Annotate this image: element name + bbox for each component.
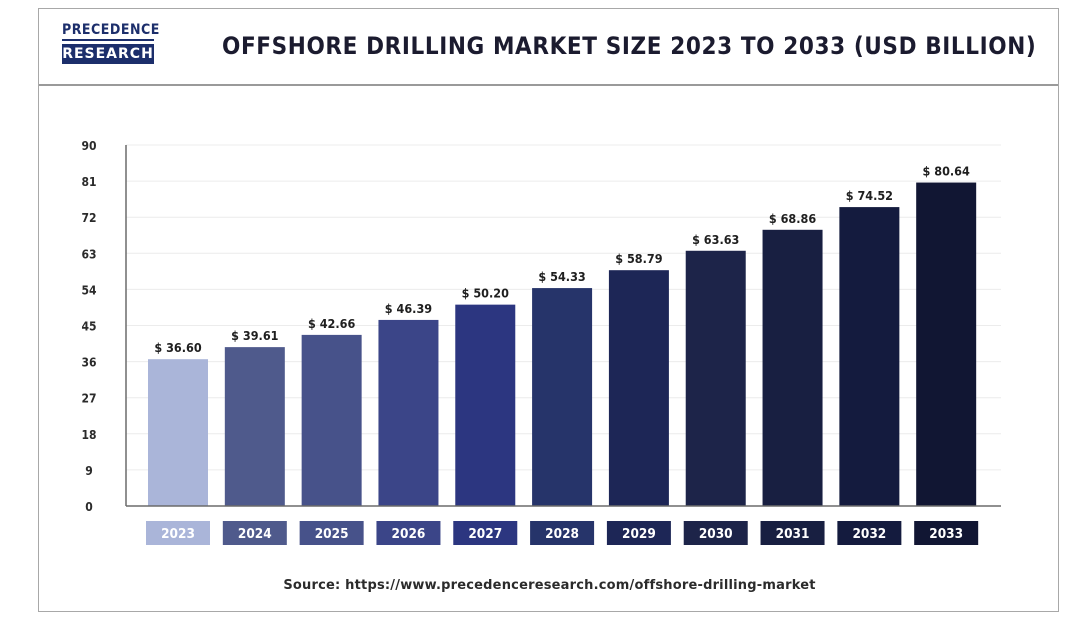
logo-line-1: PRECEDENCE [62,21,159,41]
category-label: 2027 [468,526,502,542]
bar-value-label: $ 46.39 [385,301,432,316]
category-label-box [376,521,441,545]
category-label: 2033 [929,526,963,542]
y-tick-label: 27 [81,392,96,406]
bar [916,182,977,506]
bar-value-label: $ 50.20 [462,286,509,301]
category-label: 2023 [161,526,195,542]
category-label-box [530,521,595,545]
bar-value-label: $ 80.64 [923,164,970,179]
bar [762,229,823,506]
y-tick-label: 81 [81,175,96,189]
category-label: 2025 [315,526,349,542]
y-tick-label: 9 [85,464,93,478]
category-label-box [146,521,210,545]
category-label: 2029 [622,526,656,542]
chart-header: PRECEDENCE RESEARCH OFFSHORE DRILLING MA… [39,9,1058,86]
bar [685,250,746,506]
bar [148,359,208,506]
category-label: 2030 [699,526,733,542]
bar-value-label: $ 39.61 [231,328,278,343]
bar-value-label: $ 54.33 [538,269,585,284]
bar [455,304,516,506]
y-tick-label: 72 [81,211,96,225]
source-note: Source: https://www.precedenceresearch.c… [283,578,816,593]
bar-value-label: $ 74.52 [846,188,893,203]
bar [301,334,362,506]
category-label-box [760,521,825,545]
y-tick-label: 36 [81,356,96,370]
bar-value-label: $ 58.79 [615,251,662,266]
category-label: 2031 [776,526,810,542]
category-label-box [914,521,979,545]
y-tick-label: 45 [81,320,96,334]
category-label-box [837,521,902,545]
bar-value-label: $ 68.86 [769,211,816,226]
y-tick-label: 90 [81,139,96,153]
category-label-box [683,521,748,545]
chart-title: OFFSHORE DRILLING MARKET SIZE 2023 TO 20… [222,32,1037,60]
bar [224,347,285,506]
chart-frame: PRECEDENCE RESEARCH OFFSHORE DRILLING MA… [38,8,1059,612]
category-label-box [453,521,518,545]
category-label: 2028 [545,526,579,542]
logo-line-2: RESEARCH [62,44,154,64]
bar-value-label: $ 36.60 [154,340,201,355]
category-label: 2026 [392,526,426,542]
bar [839,207,900,507]
bar [532,288,593,506]
y-tick-label: 18 [81,428,96,442]
category-label: 2024 [238,526,272,542]
category-label-box [606,521,671,545]
category-label-box [222,521,287,545]
y-tick-label: 0 [85,500,93,514]
bar-chart: 0 9 18 27 36 45 54 63 72 81 90 $ 36.60 2023 $ 39.61 20… [81,139,1001,545]
bar-value-label: $ 63.63 [692,232,739,247]
y-tick-label: 54 [81,283,97,297]
bar [378,319,439,506]
y-tick-label: 63 [81,247,96,261]
category-label-box [299,521,364,545]
precedence-research-logo: PRECEDENCE RESEARCH [62,21,159,71]
bar-value-label: $ 42.66 [308,316,355,331]
bar [608,270,669,506]
category-label: 2032 [852,526,886,542]
